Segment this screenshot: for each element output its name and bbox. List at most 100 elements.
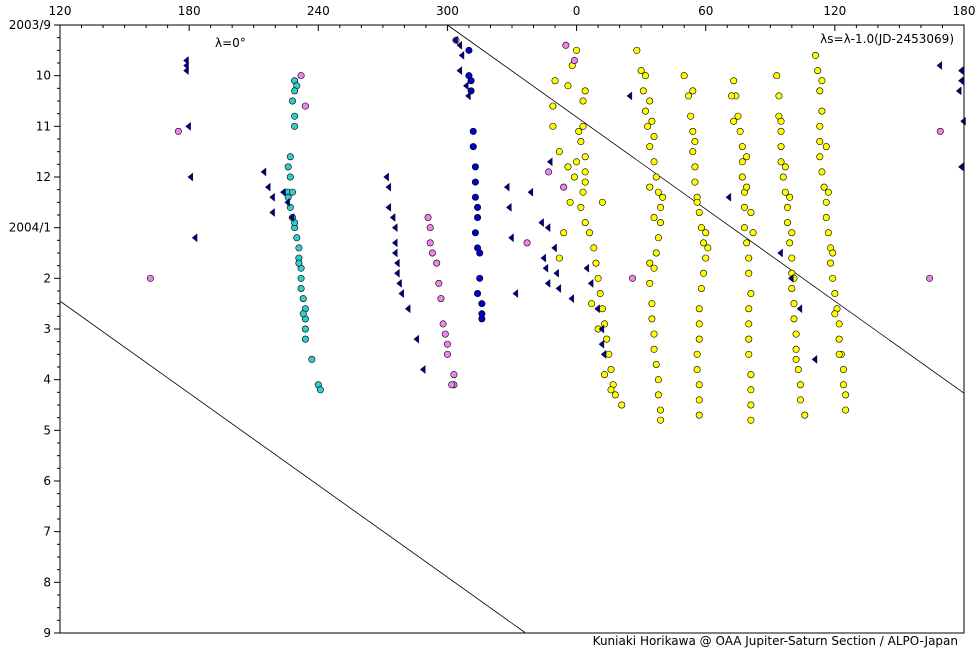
yellow-point bbox=[650, 330, 658, 338]
data-points bbox=[146, 35, 966, 424]
yellow-point bbox=[657, 203, 665, 211]
yellow-point bbox=[596, 290, 604, 298]
magenta-point bbox=[523, 239, 531, 247]
feature-triangle bbox=[391, 223, 398, 233]
feature-triangle bbox=[385, 182, 392, 192]
yellow-point bbox=[738, 173, 746, 181]
yellow-point bbox=[687, 112, 695, 120]
magenta-point bbox=[437, 295, 445, 303]
magenta-point bbox=[301, 102, 309, 110]
cyan-point bbox=[288, 97, 296, 105]
y-tick-label: 7 bbox=[43, 525, 51, 539]
yellow-point bbox=[654, 391, 662, 399]
cyan-point bbox=[288, 188, 296, 196]
magenta-point bbox=[424, 214, 432, 222]
yellow-point bbox=[829, 274, 837, 282]
feature-triangle bbox=[185, 121, 191, 131]
magenta-point bbox=[433, 259, 441, 267]
yellow-point bbox=[695, 208, 703, 216]
yellow-point bbox=[779, 173, 787, 181]
yellow-point bbox=[734, 112, 742, 120]
yellow-point bbox=[831, 310, 839, 318]
yellow-point bbox=[824, 229, 832, 237]
feature-triangle bbox=[391, 248, 398, 258]
magenta-point bbox=[297, 72, 305, 80]
yellow-point bbox=[777, 158, 785, 166]
blue-point bbox=[474, 290, 482, 298]
feature-triangle bbox=[465, 91, 471, 101]
yellow-point bbox=[816, 138, 824, 146]
yellow-point bbox=[549, 122, 557, 130]
yellow-point bbox=[564, 163, 572, 171]
feature-triangle bbox=[284, 197, 290, 207]
yellow-point bbox=[579, 122, 587, 130]
yellow-point bbox=[598, 305, 606, 313]
cyan-point bbox=[295, 244, 303, 252]
yellow-point bbox=[657, 416, 665, 424]
yellow-point bbox=[695, 396, 703, 404]
yellow-point bbox=[648, 117, 656, 125]
feature-triangle bbox=[583, 263, 590, 273]
magenta-point bbox=[629, 274, 637, 282]
feature-triangle bbox=[503, 182, 510, 192]
cyan-point bbox=[291, 122, 299, 130]
yellow-point bbox=[786, 193, 794, 201]
yellow-point bbox=[691, 178, 699, 186]
yellow-point bbox=[637, 67, 645, 75]
feature-triangle bbox=[269, 192, 275, 202]
yellow-point bbox=[573, 46, 581, 54]
yellow-point bbox=[747, 401, 755, 409]
yellow-point bbox=[839, 366, 847, 374]
x-tick-label: 180 bbox=[178, 4, 201, 18]
feature-triangle bbox=[958, 66, 964, 76]
feature-triangle bbox=[396, 278, 402, 288]
yellow-point bbox=[564, 82, 572, 90]
cyan-point bbox=[291, 112, 299, 120]
feature-triangle bbox=[187, 172, 193, 182]
magenta-point bbox=[428, 249, 436, 257]
yellow-point bbox=[695, 411, 703, 419]
cyan-point bbox=[286, 173, 294, 181]
yellow-point bbox=[747, 208, 755, 216]
cyan-point bbox=[297, 284, 305, 292]
yellow-point bbox=[740, 203, 748, 211]
yellow-point bbox=[842, 391, 850, 399]
magenta-point bbox=[439, 320, 447, 328]
yellow-point bbox=[652, 249, 660, 257]
x-tick-label: 240 bbox=[307, 4, 330, 18]
yellow-point bbox=[657, 219, 665, 227]
feature-triangle bbox=[458, 50, 465, 60]
yellow-point bbox=[654, 376, 662, 384]
yellow-point bbox=[773, 72, 781, 80]
y-tick-label: 2003/9 bbox=[9, 18, 51, 32]
yellow-point bbox=[684, 92, 692, 100]
yellow-point bbox=[788, 254, 796, 262]
yellow-point bbox=[555, 254, 563, 262]
yellow-point bbox=[822, 143, 830, 151]
cyan-point bbox=[299, 295, 307, 303]
yellow-point bbox=[745, 335, 753, 343]
magenta-point bbox=[560, 183, 568, 191]
feature-triangle bbox=[777, 248, 783, 258]
yellow-point bbox=[749, 229, 757, 237]
y-tick-label: 5 bbox=[43, 423, 51, 437]
yellow-point bbox=[693, 350, 701, 358]
feature-triangle bbox=[506, 202, 512, 212]
blue-point bbox=[478, 315, 486, 323]
feature-triangle bbox=[512, 289, 519, 298]
y-tick-label: 6 bbox=[43, 474, 51, 488]
blue-point bbox=[471, 229, 479, 237]
yellow-point bbox=[689, 127, 697, 135]
blue-point bbox=[471, 178, 479, 186]
yellow-point bbox=[702, 254, 710, 262]
feature-triangle bbox=[398, 289, 404, 298]
yellow-point bbox=[618, 401, 626, 409]
feature-triangle bbox=[391, 238, 398, 248]
yellow-point bbox=[588, 300, 596, 308]
yellow-point bbox=[594, 274, 602, 282]
yellow-point bbox=[792, 330, 800, 338]
magenta-point bbox=[448, 381, 456, 389]
x-tick-label: 120 bbox=[49, 4, 72, 18]
yellow-point bbox=[790, 315, 798, 323]
yellow-point bbox=[786, 239, 794, 247]
